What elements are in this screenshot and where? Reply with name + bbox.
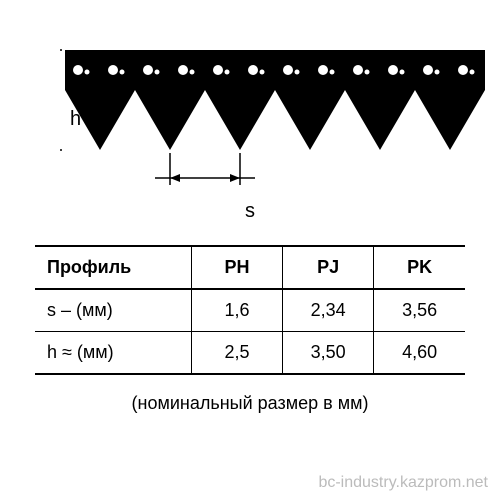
row-label-h: h ≈ (мм) — [35, 332, 191, 375]
watermark-text: bc-industry.kazprom.net — [318, 474, 488, 492]
s-dimension-label: s — [245, 200, 255, 223]
profile-table-container: Профиль PH PJ PK s – (мм) 1,6 2,34 3,56 … — [35, 245, 465, 375]
belt-teeth — [65, 90, 485, 150]
belt-svg — [60, 30, 490, 210]
cell-value: 3,56 — [374, 289, 465, 332]
profile-table: Профиль PH PJ PK s – (мм) 1,6 2,34 3,56 … — [35, 245, 465, 375]
cell-value: 1,6 — [191, 289, 282, 332]
header-ph: PH — [191, 246, 282, 289]
table-header-row: Профиль PH PJ PK — [35, 246, 465, 289]
header-profile: Профиль — [35, 246, 191, 289]
table-row: h ≈ (мм) 2,5 3,50 4,60 — [35, 332, 465, 375]
footnote-text: (номинальный размер в мм) — [20, 393, 480, 414]
row-label-s: s – (мм) — [35, 289, 191, 332]
cell-value: 2,5 — [191, 332, 282, 375]
cell-value: 4,60 — [374, 332, 465, 375]
header-pj: PJ — [283, 246, 374, 289]
belt-profile-diagram: h — [60, 30, 480, 210]
cell-value: 3,50 — [283, 332, 374, 375]
header-pk: PK — [374, 246, 465, 289]
h-dimension-label: h — [70, 108, 81, 131]
table-row: s – (мм) 1,6 2,34 3,56 — [35, 289, 465, 332]
cell-value: 2,34 — [283, 289, 374, 332]
